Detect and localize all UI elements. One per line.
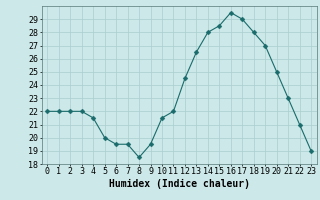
- X-axis label: Humidex (Indice chaleur): Humidex (Indice chaleur): [109, 179, 250, 189]
